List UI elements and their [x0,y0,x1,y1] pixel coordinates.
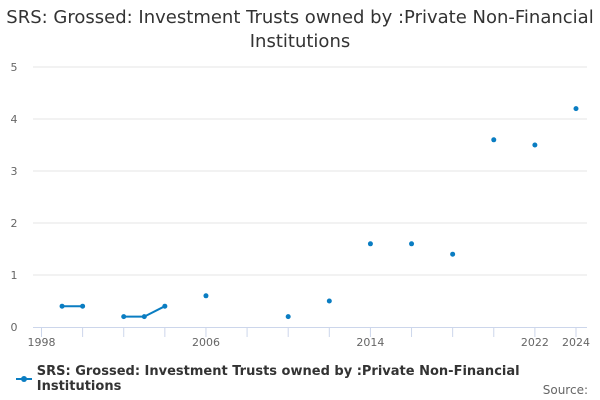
legend-swatch-icon [16,376,32,382]
data-point [532,142,538,148]
data-point [285,314,291,320]
y-tick-label: 0 [11,321,18,334]
data-point [203,293,209,299]
data-point [141,314,147,320]
data-point [450,251,456,257]
data-point [80,303,86,309]
x-tick-label: 2024 [562,336,590,349]
data-point [162,303,168,309]
y-tick-label: 3 [11,165,18,178]
x-tick-label: 2014 [356,336,384,349]
y-tick-label: 4 [11,113,18,126]
data-point [326,298,332,304]
legend[interactable]: SRS: Grossed: Investment Trusts owned by… [16,364,600,394]
data-point [59,303,65,309]
series-line-segment [143,305,166,318]
y-tick-label: 5 [11,61,18,74]
legend-label: SRS: Grossed: Investment Trusts owned by… [36,364,520,394]
data-point [573,106,579,112]
data-point [121,314,127,320]
y-tick-label: 1 [11,269,18,282]
y-tick-label: 2 [11,217,18,230]
data-point [491,137,497,143]
data-point [367,241,373,247]
data-point [409,241,415,247]
x-tick-label: 1998 [28,336,56,349]
chart-title: SRS: Grossed: Investment Trusts owned by… [6,7,594,52]
source-label: Source: [542,383,588,397]
x-tick-label: 2022 [521,336,549,349]
x-tick-label: 2006 [192,336,220,349]
